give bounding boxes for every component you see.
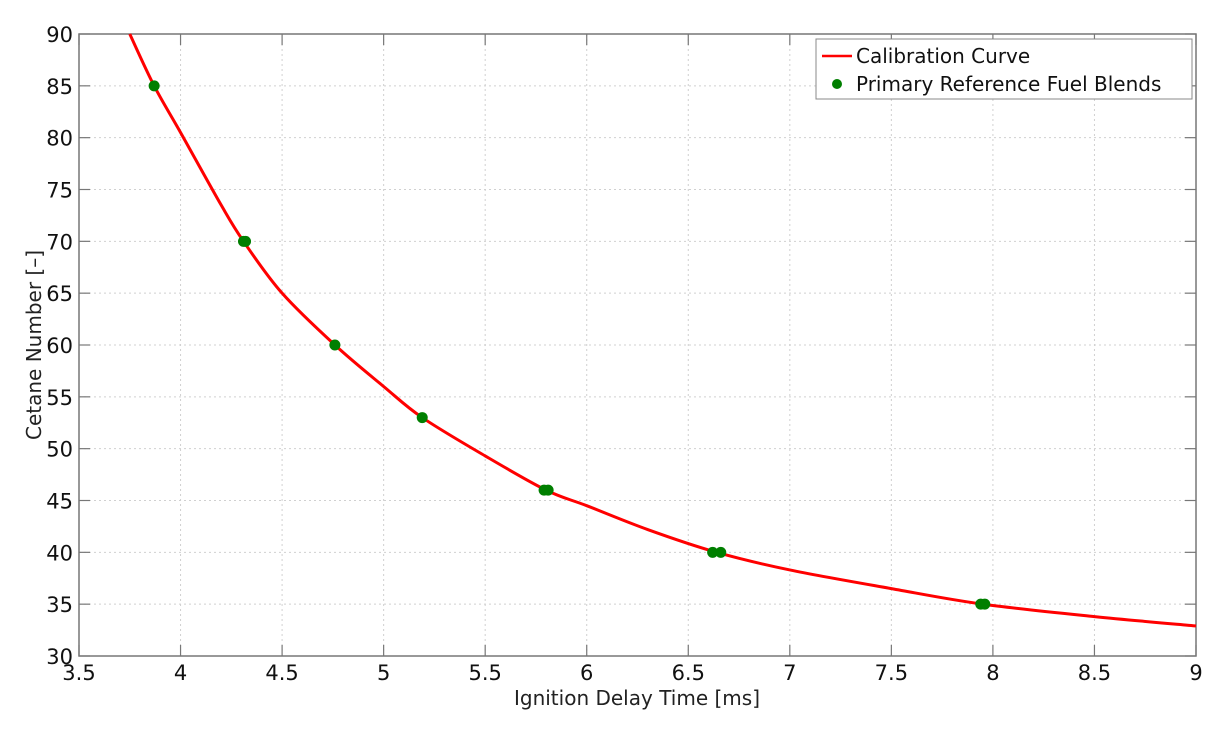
x-tick-label: 5.5 [468,661,501,685]
y-tick-label: 80 [46,127,73,151]
legend-item-prf-blends: Primary Reference Fuel Blends [856,72,1161,96]
data-point [240,235,252,247]
data-point [715,546,727,558]
y-tick-label: 60 [46,334,73,358]
y-tick-label: 85 [46,75,73,99]
x-tick-label: 4.5 [265,661,298,685]
legend-item-calibration-curve: Calibration Curve [856,44,1030,68]
y-tick-label: 30 [46,645,73,669]
y-tick-label: 90 [46,23,73,47]
x-tick-label: 4 [174,661,187,685]
x-tick-label: 7 [783,661,796,685]
y-tick-label: 50 [46,438,73,462]
legend-box [815,38,1193,100]
y-tick-label: 55 [46,386,73,410]
data-point [707,546,719,558]
y-tick-label: 70 [46,230,73,254]
data-point [416,412,428,424]
data-point [329,339,341,351]
legend: Calibration Curve Primary Reference Fuel… [815,38,1193,100]
legend-marker-swatch [832,79,842,89]
plot-area-frame [78,33,1197,657]
y-tick-label: 40 [46,541,73,565]
y-tick-label: 65 [46,282,73,306]
x-tick-label: 7.5 [875,661,908,685]
x-tick-label: 6 [580,661,593,685]
x-axis-label: Ignition Delay Time [ms] [514,686,760,710]
data-point [542,484,554,496]
y-axis-label: Cetane Number [–] [22,250,46,440]
data-point [979,598,991,610]
x-tick-label: 5 [377,661,390,685]
axis-ticks: 3.5 4 4.5 5 5.5 6 6.5 7 7.5 8 8.5 9 30 35 40 45 50 55 60 65… [46,23,1202,685]
x-tick-label: 8 [986,661,999,685]
x-tick-label: 3.5 [62,661,95,685]
data-point [148,80,160,92]
y-tick-label: 35 [46,593,73,617]
calibration-curve [128,33,1197,628]
x-tick-label: 8.5 [1078,661,1111,685]
y-tick-label: 45 [46,490,73,514]
x-tick-label: 9 [1189,661,1202,685]
calibration-curve-line [128,33,1197,628]
y-tick-label: 75 [46,179,73,203]
reference-fuel-points [148,80,991,610]
x-tick-label: 6.5 [672,661,705,685]
grid-lines [79,34,1196,656]
